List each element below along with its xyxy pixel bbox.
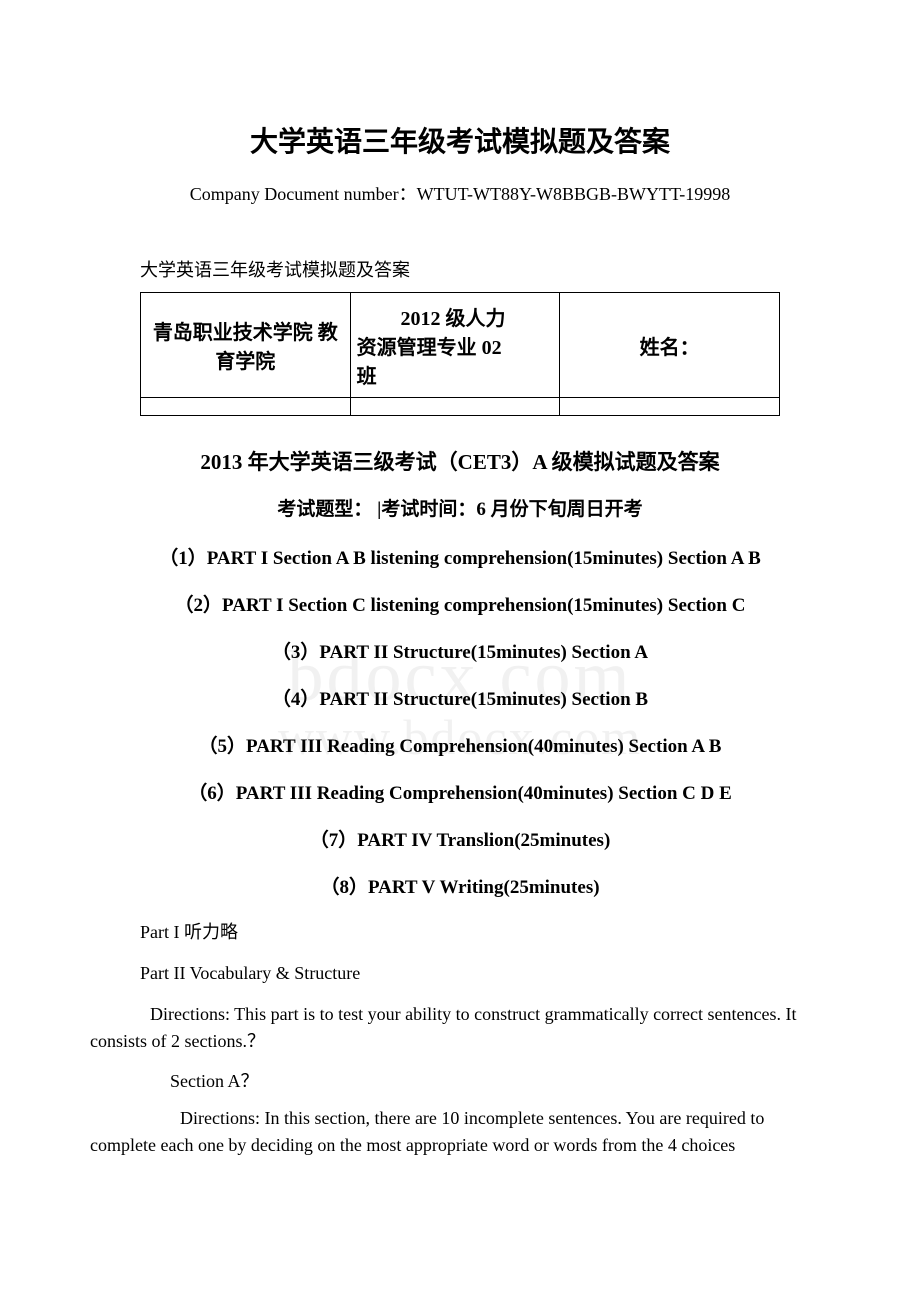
class-line2: 资源管理专业 02 (357, 337, 502, 359)
section-7: （7）PART IV Translion(25minutes) (90, 825, 830, 852)
class-line1: 2012 级人力 (357, 302, 550, 331)
section-3: （3）PART II Structure(15minutes) Section … (90, 637, 830, 664)
page-content: 大学英语三年级考试模拟题及答案 Company Document number：… (90, 120, 830, 1159)
section-a-label: Section A？ (170, 1067, 830, 1093)
class-line3: 班 (357, 366, 377, 388)
table-cell-school: 青岛职业技术学院 教育学院 (141, 293, 351, 398)
sub-title: 大学英语三年级考试模拟题及答案 (140, 256, 830, 282)
table-cell-empty (560, 398, 780, 416)
exam-meta: 考试题型： |考试时间：6 月份下旬周日开考 (90, 494, 830, 521)
table-cell-empty (350, 398, 560, 416)
table-cell-empty (141, 398, 351, 416)
part2-text: Part II Vocabulary & Structure (140, 960, 830, 987)
section-5: （5）PART III Reading Comprehension(40minu… (90, 731, 830, 758)
part1-text: Part I 听力略 (140, 919, 830, 946)
section-4: （4）PART II Structure(15minutes) Section … (90, 684, 830, 711)
section-6: （6）PART III Reading Comprehension(40minu… (90, 778, 830, 805)
exam-title: 2013 年大学英语三级考试（CET3）A 级模拟试题及答案 (90, 446, 830, 476)
table-cell-name: 姓名： (560, 293, 780, 398)
table-row (141, 398, 780, 416)
directions-2-text: Directions: In this section, there are 1… (90, 1105, 830, 1159)
table-row: 青岛职业技术学院 教育学院 2012 级人力 资源管理专业 02 班 姓名： (141, 293, 780, 398)
section-1: （1）PART I Section A B listening comprehe… (90, 543, 830, 570)
directions-1: Directions: This part is to test your ab… (90, 1001, 830, 1055)
section-8: （8）PART V Writing(25minutes) (90, 872, 830, 899)
info-table: 青岛职业技术学院 教育学院 2012 级人力 资源管理专业 02 班 姓名： (140, 292, 780, 416)
main-title: 大学英语三年级考试模拟题及答案 (90, 120, 830, 160)
table-cell-class: 2012 级人力 资源管理专业 02 班 (350, 293, 560, 398)
document-number: Company Document number：WTUT-WT88Y-W8BBG… (90, 180, 830, 206)
directions-2: Directions: In this section, there are 1… (90, 1105, 830, 1159)
section-2: （2）PART I Section C listening comprehens… (90, 590, 830, 617)
